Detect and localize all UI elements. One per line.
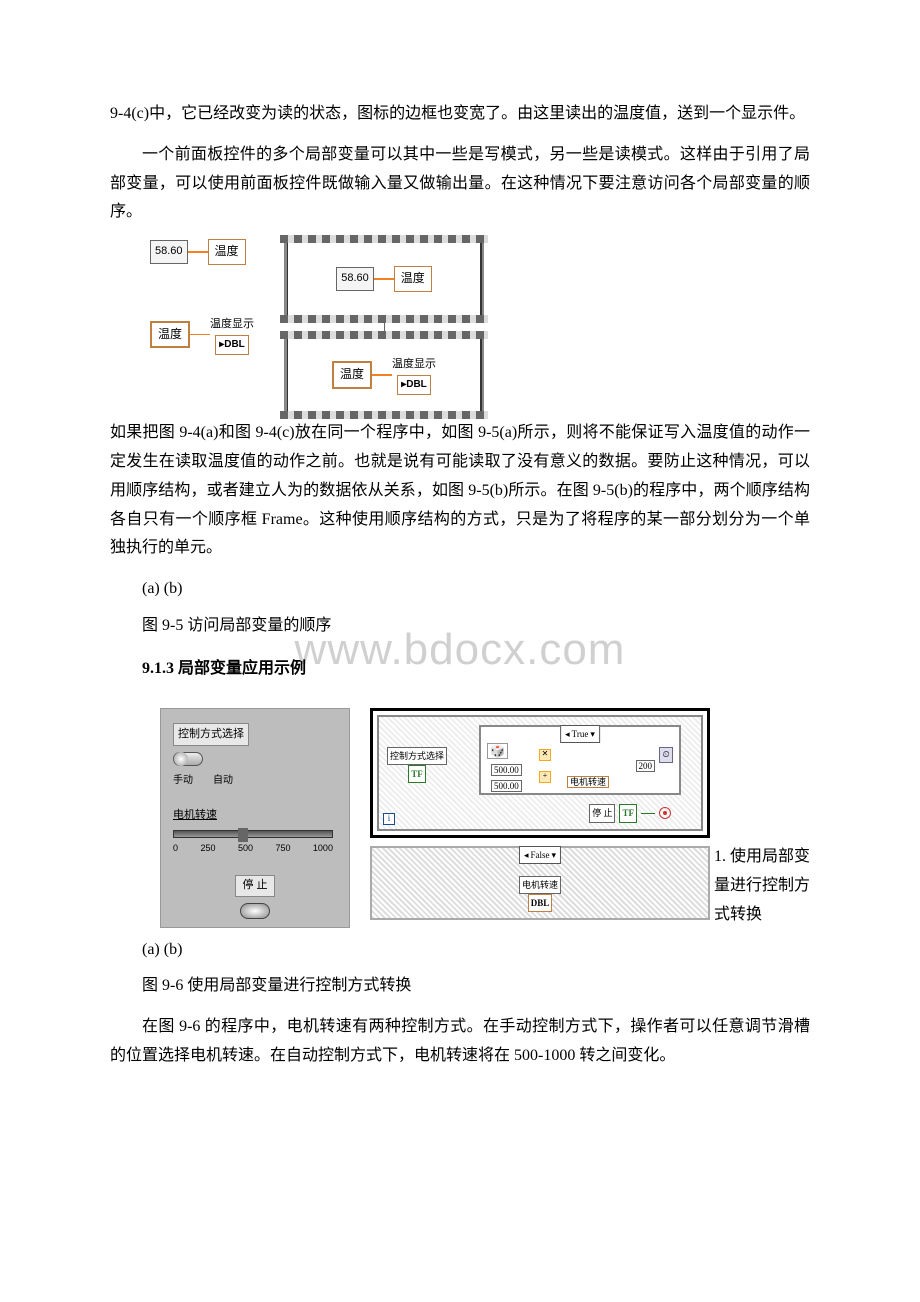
figure-9-5-area: 58.60 温度 温度 温度显示 ▸DBL 58.60 温度 [150,239,810,415]
local-var-write: 温度 [394,266,432,292]
speed-terminal-label: 电机转速 [519,876,561,894]
multiply-icon: ✕ [539,749,551,761]
slider-ticks: 0 250 500 750 1000 [173,840,333,856]
read-row: 温度 温度显示 ▸DBL [150,315,254,355]
para3-text: 如果把图 9-4(a)和图 9-4(c)放在同一个程序中，如图 9-5(a)所示… [110,424,810,556]
manual-label: 手动 [173,772,193,790]
tick-3: 750 [275,840,290,856]
paragraph-3: 如果把图 9-4(a)和图 9-4(c)放在同一个程序中，如图 9-5(a)所示… [110,419,810,563]
case-selector-true[interactable]: ◂ True ▾ [560,725,600,743]
constant-500b: 500.00 [491,780,522,792]
dbl-terminal-icon: DBL [528,894,553,912]
para4-inline: 1. 使用局部变量进行控制方式转换 [714,843,810,931]
wire-icon [372,374,392,376]
tick-0: 0 [173,840,178,856]
figure-9-5-a: 58.60 温度 温度 温度显示 ▸DBL [150,239,254,354]
speed-local-var: 电机转速 [567,776,609,788]
stop-label-bd: 停 止 [589,804,615,822]
case-label-true: True [572,726,589,742]
constant-value: 58.60 [150,240,188,264]
paragraph-1: 9-4(c)中，它已经改变为读的状态，图标的边框也变宽了。由这里读出的温度值，送… [110,100,810,129]
wire-icon [188,251,208,253]
case-structure: ◂ True ▾ 🎲 500.00 500.00 ✕ + [479,725,681,795]
loop-condition-icon [659,807,671,819]
loop-index-terminal: i [383,813,395,825]
bool-wire-icon [641,813,655,814]
indicator-label: 温度显示 [210,315,254,335]
figure-9-6-caption: 图 9-6 使用局部变量进行控制方式转换 [110,972,810,1001]
slider-knob-icon[interactable] [238,828,248,842]
stop-label: 停 止 [235,875,274,897]
add-icon: + [539,771,551,783]
auto-label: 自动 [213,772,233,790]
chevron-right-icon: ▾ [590,726,595,742]
case-selector-false[interactable]: ◂ False ▾ [519,846,561,864]
wait-timer-icon: ⏲ [659,747,673,763]
tick-1: 250 [200,840,215,856]
control-mode-label: 控制方式选择 [173,723,249,747]
figure-9-5-b: 58.60 温度 温度 温度显示 ▸DBL [284,239,484,415]
write-row: 58.60 温度 [150,239,254,265]
chevron-left-icon: ◂ [565,726,570,742]
figure-9-5-caption: 图 9-5 访问局部变量的顺序 [110,612,810,641]
sequence-connector-icon [384,323,385,331]
chevron-left-icon: ◂ [524,847,529,863]
sequence-frame-0: 58.60 温度 [284,239,484,319]
block-diagram-main: 控制方式选择 TF ◂ True ▾ 🎲 500.00 [370,708,710,838]
case-label-false: False [531,847,550,863]
figure-ab-label-1: (a) (b) [110,575,810,604]
ctrl-mode-terminal-label: 控制方式选择 [387,747,447,765]
dbl-indicator-icon: ▸DBL [215,335,249,355]
speed-slider[interactable] [173,830,333,838]
constant-200: 200 [636,760,656,772]
sequence-frame-1: 温度 温度显示 ▸DBL [284,335,484,415]
speed-label: 电机转速 [173,806,217,826]
constant-value: 58.60 [336,267,374,291]
paragraph-2: 一个前面板控件的多个局部变量可以其中一些是写模式，另一些是读模式。这样由于引用了… [110,141,810,227]
local-var-read: 温度 [332,361,372,389]
block-diagram-column: 控制方式选择 TF ◂ True ▾ 🎲 500.00 [370,708,710,920]
paragraph-5: 在图 9-6 的程序中，电机转速有两种控制方式。在手动控制方式下，操作者可以任意… [110,1013,810,1071]
tick-4: 1000 [313,840,333,856]
dbl-indicator-icon: ▸DBL [397,375,431,395]
figure-9-6-area: 控制方式选择 手动 自动 电机转速 0 250 500 750 1000 停 止… [110,696,810,932]
chevron-right-icon: ▾ [552,847,557,863]
figure-ab-label-2: (a) (b) [110,936,810,965]
case-false-frame: ◂ False ▾ 电机转速 DBL [370,846,710,920]
stop-button[interactable] [240,903,270,919]
wire-icon [374,278,394,280]
tick-2: 500 [238,840,253,856]
section-9-1-3-title: 9.1.3 局部变量应用示例 [110,655,810,684]
local-var-read: 温度 [150,321,190,349]
front-panel: 控制方式选择 手动 自动 电机转速 0 250 500 750 1000 停 止 [160,708,350,928]
stop-tf-terminal-icon: TF [619,804,637,822]
wire-icon [190,334,210,336]
local-var-write: 温度 [208,239,246,265]
tf-terminal-icon: TF [408,765,426,783]
while-loop: 控制方式选择 TF ◂ True ▾ 🎲 500.00 [377,715,703,831]
stop-terminal-row: 停 止 TF [589,804,671,822]
indicator-label: 温度显示 [392,355,436,375]
slide-switch[interactable] [173,752,203,766]
